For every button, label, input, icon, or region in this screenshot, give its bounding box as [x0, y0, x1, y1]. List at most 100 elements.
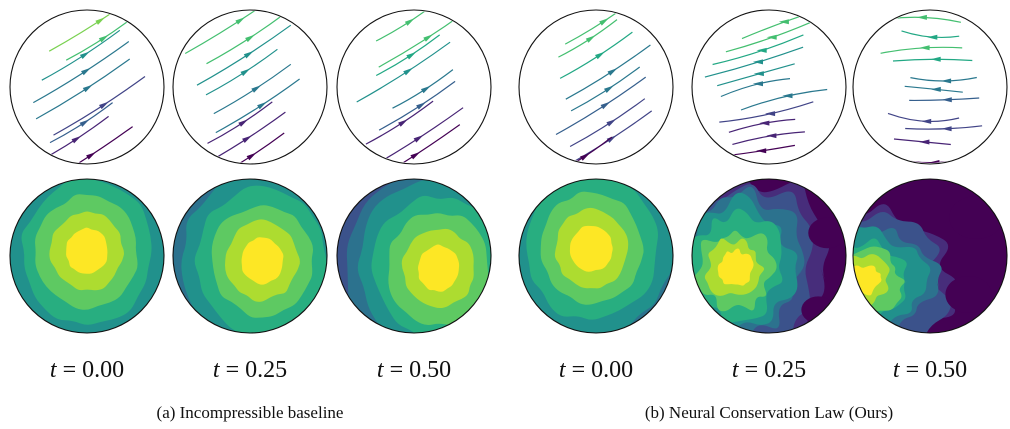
- streamline-plot-b-3: [852, 9, 1008, 165]
- streamline-outline: [518, 9, 674, 165]
- streamline-arrow: [81, 67, 91, 76]
- group-incompressible-baseline: t = 0.00 t = 0.25 t = 0.50 (a) Incompres…: [9, 9, 492, 422]
- streamline: [360, 124, 461, 163]
- density-band: [717, 248, 754, 286]
- streamline-arrow: [242, 135, 252, 143]
- streamline: [215, 78, 300, 134]
- streamline: [569, 98, 646, 148]
- streamline-arrow: [246, 152, 257, 161]
- streamline: [205, 48, 278, 96]
- streamline-arrow: [753, 71, 764, 77]
- streamline-arrow: [782, 93, 793, 99]
- streamline: [719, 101, 814, 123]
- streamline-arrow: [929, 160, 940, 163]
- streamline-arrow: [927, 34, 938, 40]
- streamline-arrow: [600, 101, 611, 110]
- density-band: [949, 195, 1004, 240]
- streamline-outline: [691, 9, 847, 165]
- streamline-arrow: [82, 84, 93, 93]
- time-label-a-3: t = 0.50: [377, 357, 451, 383]
- streamline: [211, 132, 285, 163]
- streamline-plot-b-1: [518, 9, 674, 165]
- streamline-arrow: [420, 85, 431, 94]
- time-label-a-2: t = 0.25: [213, 357, 287, 383]
- streamline: [196, 24, 292, 86]
- density-band: [418, 244, 460, 292]
- streamline-arrow: [257, 101, 267, 110]
- group-neural-conservation-law: t = 0.00 t = 0.25 t = 0.50 (b) Neural Co…: [518, 9, 1008, 422]
- streamline-arrow: [243, 51, 254, 59]
- streamline-arrow: [940, 78, 952, 84]
- density-outline: [852, 178, 1008, 334]
- streamline-arrow: [403, 67, 414, 76]
- streamline: [712, 34, 804, 66]
- density-plot-b-2: [692, 179, 846, 333]
- streamline-arrow: [752, 59, 763, 65]
- streamline-arrow: [79, 119, 90, 127]
- streamline-arrow: [235, 17, 246, 25]
- streamline-arrow: [79, 51, 90, 59]
- time-label-a-1: t = 0.00: [50, 357, 124, 383]
- streamline-arrow: [98, 35, 109, 43]
- time-label-b-1: t = 0.00: [559, 357, 633, 383]
- streamline: [565, 44, 651, 100]
- density-band: [66, 227, 108, 274]
- streamline-arrow: [765, 111, 776, 117]
- streamline-arrow: [580, 153, 590, 161]
- streamline-plot-a-2: [172, 9, 328, 165]
- streamline-arrow: [99, 101, 109, 110]
- streamline-arrow: [604, 85, 614, 93]
- streamline: [564, 11, 637, 45]
- density-band: [569, 225, 614, 272]
- streamline-arrow: [86, 152, 96, 160]
- caption-b: (b) Neural Conservation Law (Ours): [645, 403, 893, 422]
- streamline: [39, 126, 133, 163]
- streamline-arrow: [919, 139, 930, 145]
- streamline: [363, 107, 464, 163]
- streamline-arrow: [766, 133, 777, 139]
- streamline-arrow: [595, 51, 605, 60]
- time-label-b-2: t = 0.25: [732, 357, 806, 383]
- streamline-arrow: [398, 119, 408, 127]
- density-band: [853, 265, 882, 296]
- streamline-arrow: [766, 34, 777, 40]
- streamline-arrow: [95, 17, 106, 25]
- streamline-arrow: [606, 119, 617, 127]
- streamline-plot-a-3: [336, 9, 492, 165]
- streamline: [184, 11, 286, 55]
- streamline: [33, 41, 130, 104]
- density-outline: [691, 178, 847, 334]
- density-band: [241, 237, 284, 285]
- density-outline: [9, 178, 165, 334]
- streamline: [725, 21, 812, 53]
- density-outline: [336, 178, 492, 334]
- streamline-arrow: [916, 14, 927, 20]
- streamline-arrow: [404, 18, 415, 26]
- streamline-arrow: [921, 118, 932, 124]
- streamline-arrow: [599, 18, 609, 26]
- streamline-plot-a-1: [9, 9, 165, 165]
- streamline: [704, 46, 804, 78]
- streamline: [41, 29, 121, 81]
- streamline-arrow: [413, 135, 424, 143]
- streamline-arrow: [930, 86, 941, 92]
- streamline-arrow: [251, 85, 262, 93]
- streamline-arrow: [238, 119, 249, 127]
- streamline: [206, 12, 286, 65]
- streamline: [378, 80, 456, 131]
- streamline-arrow: [941, 126, 952, 132]
- time-label-b-3: t = 0.50: [893, 357, 967, 383]
- streamline-arrow: [416, 102, 426, 110]
- streamline-arrow: [406, 52, 417, 60]
- streamline-arrow: [752, 81, 763, 87]
- streamline-arrow: [930, 56, 941, 62]
- streamline: [48, 11, 143, 52]
- streamline: [740, 88, 828, 111]
- panel-b-1: t = 0.00: [518, 9, 674, 383]
- streamline-outline: [336, 9, 492, 165]
- streamline-arrow: [778, 19, 789, 25]
- streamline: [213, 63, 292, 115]
- density-band: [945, 276, 992, 313]
- streamline: [356, 41, 451, 103]
